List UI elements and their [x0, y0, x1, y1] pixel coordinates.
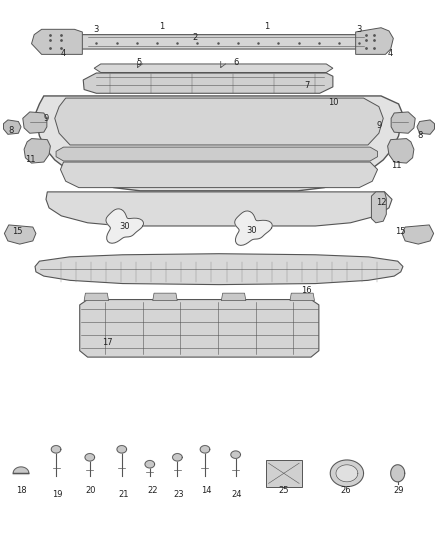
Polygon shape [4, 120, 21, 134]
Polygon shape [106, 209, 144, 243]
Text: 10: 10 [328, 98, 338, 107]
Text: 11: 11 [25, 156, 36, 164]
Polygon shape [417, 120, 434, 134]
Text: 9: 9 [43, 114, 49, 123]
Text: 12: 12 [376, 198, 386, 207]
Polygon shape [402, 225, 434, 244]
Text: 5: 5 [137, 58, 142, 67]
Polygon shape [231, 451, 240, 458]
Polygon shape [388, 139, 414, 163]
Polygon shape [84, 293, 109, 301]
Polygon shape [83, 73, 333, 93]
Polygon shape [46, 192, 392, 226]
Text: 4: 4 [61, 49, 66, 58]
Text: 6: 6 [234, 58, 239, 67]
Polygon shape [51, 446, 61, 453]
Polygon shape [24, 139, 50, 163]
Text: 18: 18 [16, 486, 26, 495]
Text: 2: 2 [192, 33, 198, 42]
Polygon shape [4, 225, 36, 244]
Text: 26: 26 [341, 486, 351, 495]
FancyBboxPatch shape [266, 460, 302, 487]
Polygon shape [173, 454, 182, 461]
Polygon shape [55, 98, 383, 145]
Text: 8: 8 [8, 126, 14, 135]
Polygon shape [94, 64, 333, 72]
Text: 17: 17 [102, 338, 113, 346]
Polygon shape [221, 293, 246, 301]
Text: 15: 15 [396, 228, 406, 236]
Text: 14: 14 [201, 486, 211, 495]
Text: 7: 7 [304, 81, 309, 90]
Text: 30: 30 [247, 226, 257, 235]
Text: 25: 25 [279, 486, 289, 495]
Polygon shape [200, 446, 210, 453]
Polygon shape [330, 460, 364, 487]
Text: 8: 8 [418, 132, 423, 140]
Text: 1: 1 [265, 22, 270, 31]
Text: 24: 24 [231, 490, 242, 499]
Text: 19: 19 [53, 490, 63, 499]
Polygon shape [23, 112, 47, 133]
Text: 3: 3 [357, 25, 362, 34]
Text: 30: 30 [120, 222, 130, 231]
Text: 4: 4 [387, 49, 392, 58]
Polygon shape [56, 147, 378, 161]
Text: 29: 29 [393, 486, 404, 495]
Polygon shape [336, 465, 358, 482]
Polygon shape [80, 300, 319, 357]
Text: 1: 1 [159, 22, 165, 31]
Text: 11: 11 [391, 161, 402, 169]
Polygon shape [290, 293, 314, 301]
Polygon shape [32, 29, 82, 54]
Text: 22: 22 [147, 486, 158, 495]
Polygon shape [85, 454, 95, 461]
Text: 16: 16 [301, 286, 312, 295]
Text: 21: 21 [118, 490, 129, 499]
Polygon shape [145, 461, 155, 468]
Polygon shape [35, 96, 403, 191]
Text: 23: 23 [173, 490, 184, 499]
Polygon shape [235, 211, 272, 245]
Text: 3: 3 [94, 25, 99, 34]
Polygon shape [391, 112, 415, 133]
Polygon shape [13, 467, 29, 474]
Polygon shape [371, 192, 386, 223]
Text: 20: 20 [86, 486, 96, 495]
Text: 15: 15 [12, 228, 23, 236]
Polygon shape [74, 35, 372, 49]
Polygon shape [356, 28, 393, 54]
Polygon shape [153, 293, 177, 301]
Polygon shape [60, 162, 378, 188]
Polygon shape [391, 465, 405, 482]
Polygon shape [117, 446, 127, 453]
Polygon shape [35, 254, 403, 285]
Text: 9: 9 [376, 121, 381, 130]
